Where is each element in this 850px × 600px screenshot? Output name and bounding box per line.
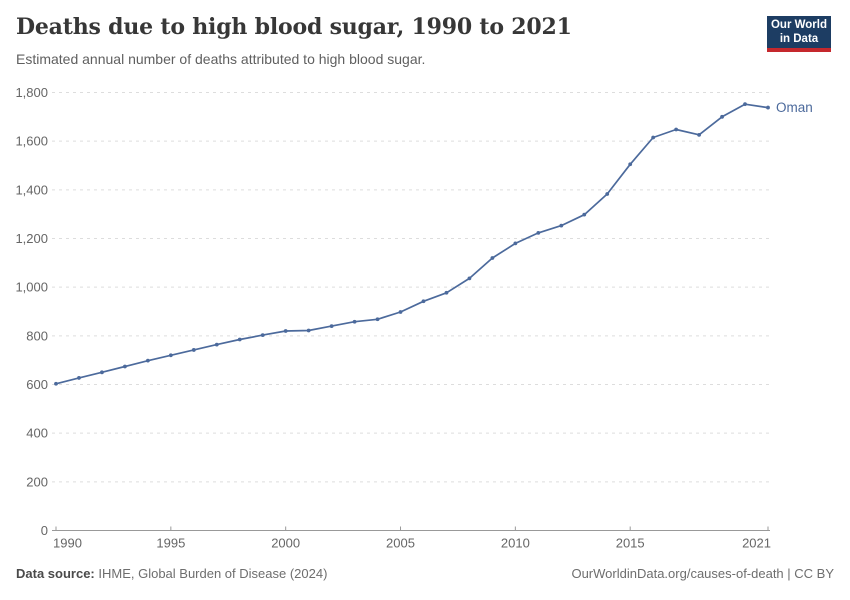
data-source-text: IHME, Global Burden of Disease (2024) [94, 566, 328, 581]
data-point-marker[interactable] [513, 241, 518, 246]
x-tick-label: 2015 [616, 536, 645, 551]
x-tick-label: 1995 [156, 536, 185, 551]
data-point-marker[interactable] [329, 324, 334, 328]
data-point-marker[interactable] [674, 127, 679, 132]
data-point-marker[interactable] [444, 290, 449, 295]
y-tick-label: 400 [26, 426, 48, 441]
x-tick-label: 2010 [501, 536, 530, 551]
y-tick-label: 200 [26, 474, 48, 489]
data-point-marker[interactable] [628, 162, 633, 167]
data-point-marker[interactable] [605, 192, 610, 196]
series-line-oman[interactable] [55, 103, 769, 385]
credit-link[interactable]: OurWorldinData.org/causes-of-death | CC … [571, 566, 834, 581]
data-point-marker[interactable] [260, 333, 265, 338]
y-tick-label: 1,600 [15, 134, 48, 149]
y-tick-label: 600 [26, 377, 48, 392]
chart-subtitle: Estimated annual number of deaths attrib… [16, 51, 426, 67]
data-source-label: Data source: [16, 566, 95, 581]
data-point-marker[interactable] [559, 223, 564, 228]
data-point-marker[interactable] [582, 212, 587, 217]
data-point-marker[interactable] [100, 370, 104, 375]
data-point-marker[interactable] [398, 310, 403, 314]
data-point-marker[interactable] [421, 299, 426, 304]
x-tick-label: 2005 [386, 536, 415, 551]
data-point-marker[interactable] [536, 231, 541, 235]
series-end-label[interactable]: Oman [776, 100, 813, 115]
data-point-marker[interactable] [766, 105, 770, 110]
data-point-marker[interactable] [283, 329, 288, 333]
data-point-marker[interactable] [490, 256, 495, 260]
data-point-marker[interactable] [743, 102, 747, 107]
y-tick-label: 1,800 [15, 85, 48, 100]
data-point-marker[interactable] [697, 132, 701, 137]
data-point-marker[interactable] [352, 319, 357, 324]
data-point-marker[interactable] [237, 337, 242, 342]
owid-logo-line1: Our World [770, 19, 827, 31]
data-point-marker[interactable] [467, 276, 472, 281]
data-point-marker[interactable] [77, 376, 81, 380]
data-point-marker[interactable] [651, 135, 656, 140]
page-title: Deaths due to high blood sugar, 1990 to … [16, 14, 572, 40]
chart-footer: Data source: IHME, Global Burden of Dise… [16, 566, 834, 581]
owid-logo: Our World in Data [767, 16, 831, 52]
y-tick-label: 1,000 [15, 280, 48, 295]
data-point-marker[interactable] [123, 364, 127, 369]
x-tick-label: 2000 [271, 536, 300, 551]
data-point-marker[interactable] [191, 348, 196, 352]
x-tick-label: 1990 [53, 536, 82, 551]
y-tick-label: 800 [26, 328, 48, 343]
owid-logo-line2: in Data [779, 33, 819, 45]
data-point-marker[interactable] [375, 317, 380, 322]
data-point-marker[interactable] [720, 114, 724, 119]
y-tick-label: 1,400 [15, 182, 48, 197]
data-point-marker[interactable] [306, 328, 311, 333]
data-point-marker[interactable] [145, 358, 150, 363]
chart-header: Deaths due to high blood sugar, 1990 to … [16, 14, 746, 68]
data-point-marker[interactable] [214, 342, 219, 347]
y-tick-label: 0 [41, 523, 48, 538]
y-tick-label: 1,200 [15, 231, 48, 246]
data-source: Data source: IHME, Global Burden of Dise… [16, 566, 327, 581]
data-point-marker[interactable] [54, 381, 58, 386]
x-tick-label: 2021 [742, 536, 771, 551]
data-point-marker[interactable] [168, 353, 173, 358]
